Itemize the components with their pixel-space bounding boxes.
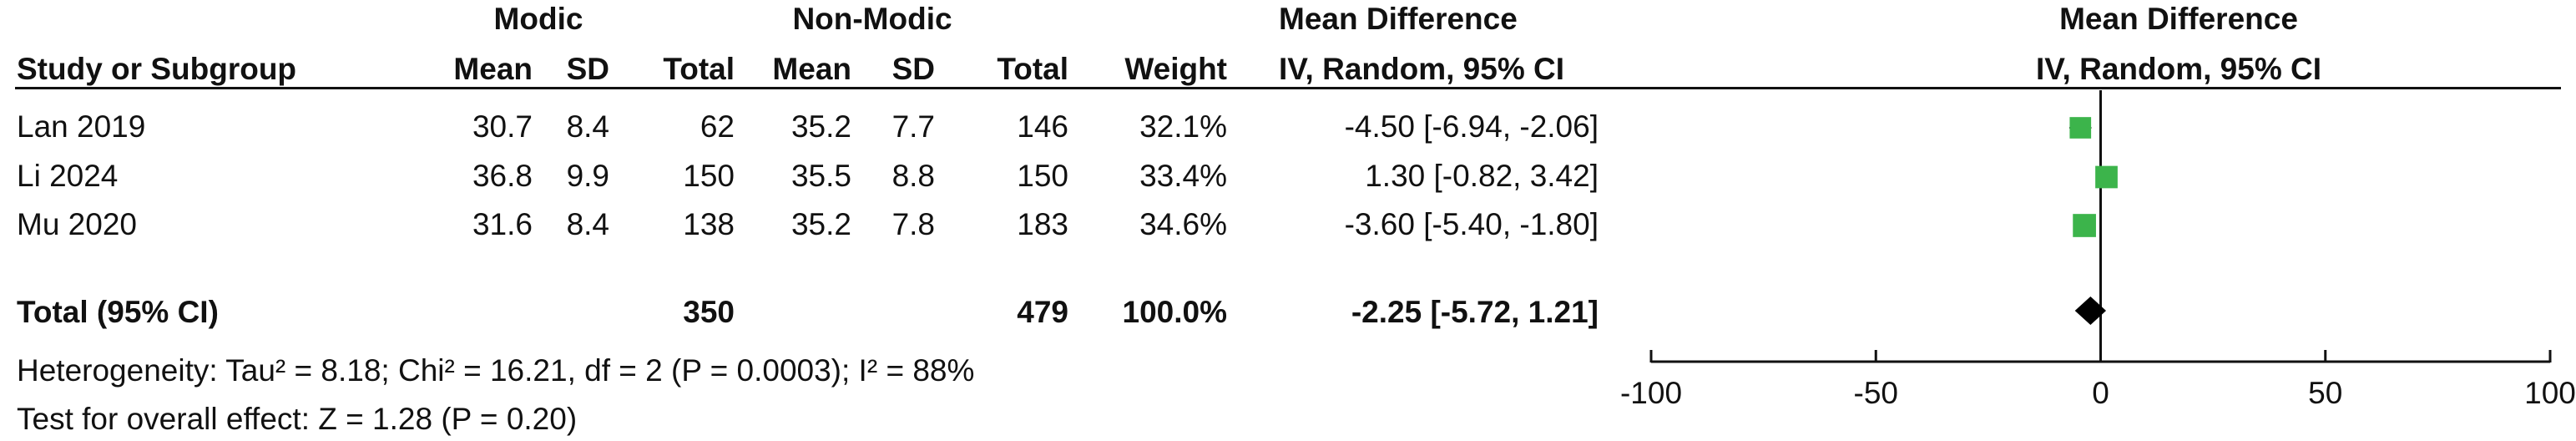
study-name: Lan 2019: [17, 109, 146, 144]
study-marker: [2095, 165, 2118, 189]
weight-value: 34.6%: [1139, 207, 1227, 241]
mean1-value: 31.6: [472, 207, 533, 241]
sd1-value: 9.9: [566, 159, 609, 193]
ci-value: -3.60 [-5.40, -1.80]: [1344, 207, 1599, 241]
ci-value: -4.50 [-6.94, -2.06]: [1344, 109, 1599, 144]
sd1-value: 8.4: [566, 109, 609, 144]
column-header-total1: Total: [663, 52, 735, 86]
column-header-mean2: Mean: [772, 52, 851, 86]
total-weight: 100.0%: [1122, 295, 1228, 329]
total-label: Total (95% CI): [17, 295, 219, 329]
x-tick-label: 0: [2092, 376, 2109, 410]
ci-value: 1.30 [-0.82, 3.42]: [1365, 159, 1599, 193]
mean1-value: 30.7: [472, 109, 533, 144]
column-header-method: IV, Random, 95% CI: [1279, 52, 1565, 86]
heterogeneity-text: Heterogeneity: Tau² = 8.18; Chi² = 16.21…: [17, 353, 975, 388]
sd1-value: 8.4: [566, 207, 609, 241]
x-tick-label: -50: [1854, 376, 1898, 410]
weight-value: 33.4%: [1139, 159, 1227, 193]
mean2-value: 35.2: [790, 207, 851, 241]
total2-value: 146: [1017, 109, 1068, 144]
pooled-ci: -2.25 [-5.72, 1.21]: [1351, 295, 1599, 329]
column-header-total2: Total: [997, 52, 1068, 86]
mean2-value: 35.2: [790, 109, 851, 144]
table-effect-title: Mean Difference: [1279, 2, 1518, 36]
group2-header: Non-Modic: [792, 2, 952, 36]
mean1-value: 36.8: [472, 159, 533, 193]
total1-value: 150: [683, 159, 735, 193]
plot-method-header: IV, Random, 95% CI: [2035, 52, 2321, 86]
sd2-value: 8.8: [891, 159, 935, 193]
weight-value: 32.1%: [1139, 109, 1227, 144]
total2-sum: 479: [1017, 295, 1068, 329]
x-tick-label: -100: [1620, 376, 1682, 410]
study-marker: [2073, 214, 2096, 237]
x-tick-label: 50: [2308, 376, 2342, 410]
total2-value: 183: [1017, 207, 1068, 241]
overall-effect-text: Test for overall effect: Z = 1.28 (P = 0…: [17, 402, 578, 436]
study-marker: [2069, 117, 2092, 139]
x-tick-label: 100: [2524, 376, 2576, 410]
study-name: Li 2024: [17, 159, 119, 193]
group1-header: Modic: [493, 2, 583, 36]
column-header-study: Study or Subgroup: [17, 52, 297, 86]
header-rule: [15, 87, 2561, 89]
sd2-value: 7.8: [891, 207, 935, 241]
total1-value: 62: [700, 109, 735, 144]
plot-effect-title: Mean Difference: [2059, 2, 2298, 36]
study-name: Mu 2020: [17, 207, 137, 241]
mean2-value: 35.5: [790, 159, 851, 193]
sd2-value: 7.7: [891, 109, 935, 144]
column-header-weight: Weight: [1124, 52, 1227, 86]
total1-sum: 350: [683, 295, 735, 329]
pooled-diamond: [2074, 297, 2107, 325]
column-header-sd2: SD: [891, 52, 935, 86]
column-header-sd1: SD: [566, 52, 609, 86]
column-header-mean1: Mean: [453, 52, 533, 86]
total2-value: 150: [1017, 159, 1068, 193]
total1-value: 138: [683, 207, 735, 241]
